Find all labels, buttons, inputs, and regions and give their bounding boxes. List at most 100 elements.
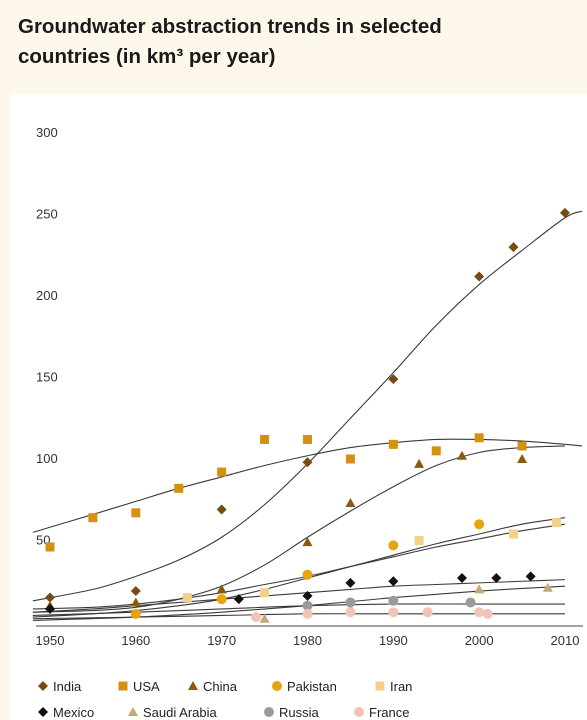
x-tick-label: 1950	[36, 633, 65, 648]
trend-line-pakistan	[32, 517, 566, 618]
y-tick-label: 150	[36, 370, 58, 385]
data-point-china	[457, 450, 467, 460]
data-point-france	[422, 607, 433, 618]
data-point-china	[216, 584, 227, 594]
data-point-usa	[517, 441, 527, 451]
data-point-india	[560, 207, 570, 218]
x-tick-label: 1960	[121, 633, 150, 648]
y-tick-label: 100	[36, 451, 58, 466]
data-point-india	[388, 374, 399, 385]
data-point-pakistan	[302, 569, 313, 580]
data-point-usa	[431, 446, 441, 456]
data-point-usa	[345, 454, 355, 464]
legend-swatch	[188, 681, 198, 690]
trend-line-iran	[32, 523, 566, 610]
data-point-france	[302, 608, 313, 619]
legend-item-india: India	[38, 679, 82, 694]
trend-line-india	[32, 210, 583, 602]
legend-label: France	[369, 705, 409, 720]
data-point-china	[414, 458, 425, 468]
data-point-france	[474, 607, 485, 618]
legend-item-china: China	[188, 679, 238, 694]
legend-item-iran: Iran	[375, 679, 412, 694]
legend-swatch	[354, 707, 364, 717]
legend-label: Russia	[279, 705, 320, 720]
legend-swatch	[38, 681, 48, 691]
data-point-france	[482, 608, 493, 619]
data-point-mexico	[345, 577, 356, 588]
data-point-india	[130, 586, 141, 597]
legend-item-france: France	[354, 705, 409, 720]
legend-label: Mexico	[53, 705, 94, 720]
data-point-saudi-arabia	[474, 584, 485, 594]
data-point-russia	[345, 597, 356, 608]
data-point-usa	[217, 467, 227, 477]
data-points	[45, 207, 570, 623]
trend-line-usa	[32, 438, 583, 533]
data-point-india	[508, 242, 519, 253]
data-point-usa	[88, 513, 98, 523]
data-point-france	[345, 607, 356, 618]
x-tick-label: 1990	[379, 633, 408, 648]
data-point-saudi-arabia	[542, 582, 553, 592]
data-point-mexico	[491, 572, 502, 583]
data-point-france	[388, 607, 399, 618]
header: Groundwater abstraction trends in select…	[0, 0, 587, 92]
legend-label: USA	[133, 679, 160, 694]
data-point-pakistan	[474, 519, 485, 530]
data-point-usa	[303, 434, 312, 444]
data-point-india	[45, 592, 55, 603]
data-point-usa	[388, 439, 398, 449]
x-tick-label: 1980	[293, 633, 322, 648]
y-tick-label: 250	[36, 207, 58, 222]
legend-swatch	[375, 681, 385, 691]
x-tick-label: 1970	[207, 633, 236, 648]
legend-swatch	[118, 681, 128, 691]
data-point-mexico	[525, 571, 536, 582]
x-tick-label: 2000	[465, 633, 494, 648]
trend-line-china	[32, 445, 566, 613]
legend-item-saudi-arabia: Saudi Arabia	[128, 705, 217, 720]
y-tick-label: 200	[36, 288, 58, 303]
legend-label: Saudi Arabia	[143, 705, 217, 720]
legend-label: China	[203, 679, 238, 694]
data-point-france	[251, 612, 261, 623]
data-point-india	[216, 504, 227, 515]
data-point-china	[517, 454, 528, 463]
data-point-iran	[260, 588, 270, 598]
data-point-iran	[551, 518, 561, 528]
legend-swatch	[264, 707, 274, 717]
data-point-russia	[302, 600, 313, 611]
data-point-iran	[414, 536, 424, 545]
legend-swatch	[128, 707, 138, 716]
legend-item-pakistan: Pakistan	[272, 679, 337, 694]
data-point-india	[302, 457, 313, 468]
legend-item-russia: Russia	[264, 705, 320, 720]
data-point-usa	[474, 433, 484, 443]
title-line-1: Groundwater abstraction trends in select…	[18, 15, 442, 38]
data-point-mexico	[233, 594, 244, 605]
legend-label: Iran	[390, 679, 412, 694]
x-axis-ticks: 1950 1960 1970 1980 1990 2000 2010	[36, 633, 580, 648]
page-title: Groundwater abstraction trends in select…	[18, 12, 578, 72]
data-point-mexico	[457, 572, 467, 583]
data-point-china	[130, 597, 141, 607]
legend-item-usa: USA	[118, 679, 160, 694]
data-point-usa	[260, 434, 270, 444]
data-point-mexico	[45, 603, 55, 614]
legend-swatch	[38, 707, 48, 717]
data-point-usa	[174, 483, 184, 493]
data-point-mexico	[388, 576, 399, 587]
data-point-pakistan	[388, 540, 399, 551]
legend-item-mexico: Mexico	[38, 705, 94, 720]
data-point-china	[302, 537, 313, 547]
legend: India USA China Pakistan Iran Mexico Saudi Ara…	[38, 679, 412, 720]
data-point-usa	[45, 542, 55, 552]
data-point-iran	[182, 593, 192, 603]
data-point-pakistan	[216, 594, 227, 605]
data-point-pakistan	[130, 608, 141, 619]
x-tick-label: 2010	[551, 633, 580, 648]
legend-label: India	[53, 679, 82, 694]
